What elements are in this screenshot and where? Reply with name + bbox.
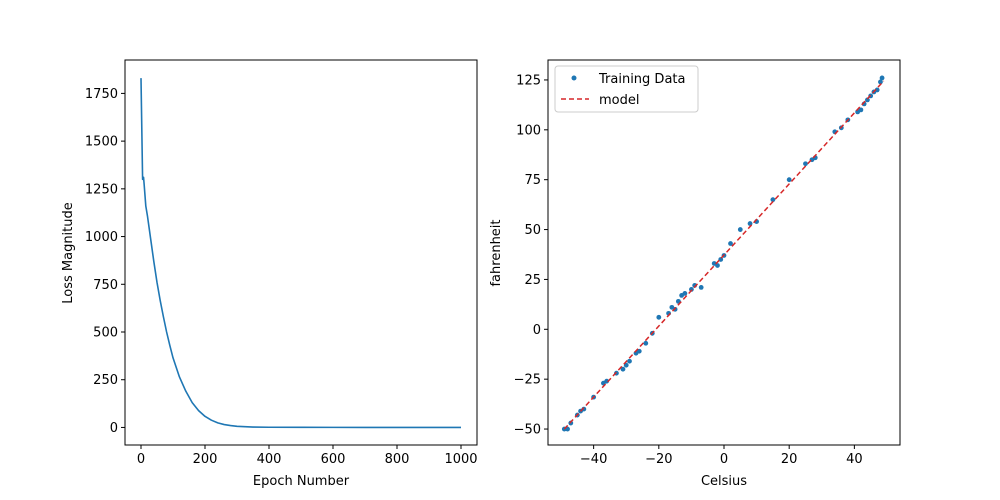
loss-x-tick-label: 0 <box>137 452 145 467</box>
training-data-point <box>643 340 649 346</box>
loss-x-axis-label: Epoch Number <box>253 474 350 489</box>
temperature-x-tick-label: −40 <box>580 452 607 467</box>
temperature-y-tick-label: 125 <box>516 73 541 88</box>
loss-y-tick-label: 0 <box>110 421 118 436</box>
loss-plot-frame <box>124 59 478 446</box>
training-data-point <box>620 366 626 372</box>
legend-label-model: model <box>599 93 639 108</box>
loss-x-tick-label: 200 <box>193 452 218 467</box>
temperature-y-tick-label: 25 <box>524 273 541 288</box>
legend: Training Data model <box>554 65 699 113</box>
legend-box <box>554 65 699 113</box>
loss-x-axis: 0 200 400 600 800 1000 <box>137 445 478 467</box>
training-data-point <box>786 177 792 183</box>
training-data-point <box>879 75 885 81</box>
temperature-y-tick-label: −25 <box>514 373 541 388</box>
training-data-point <box>728 241 733 246</box>
loss-y-axis-label: Loss Magnitude <box>61 202 76 304</box>
training-data-point <box>803 161 808 167</box>
training-data-point <box>737 227 743 232</box>
training-data-point <box>770 197 776 203</box>
legend-marker-training-data <box>571 75 577 81</box>
loss-x-tick-label: 800 <box>385 452 410 467</box>
temperature-x-tick-label: −20 <box>645 452 672 467</box>
temperature-y-tick-label: 75 <box>524 173 541 188</box>
loss-y-tick-label: 1750 <box>85 87 118 102</box>
temperature-x-tick-label: 40 <box>846 452 863 467</box>
loss-y-axis: 0 250 500 750 1000 1250 1500 1750 <box>85 87 125 436</box>
temperature-y-tick-label: 0 <box>533 323 541 338</box>
loss-x-tick-label: 1000 <box>444 452 477 467</box>
training-data-point <box>682 290 688 296</box>
training-data-point <box>568 420 574 426</box>
loss-x-tick-label: 600 <box>321 452 346 467</box>
temperature-x-tick-label: 0 <box>720 452 728 467</box>
training-data-point <box>627 358 632 364</box>
temperature-y-axis: −50 −25 0 25 50 75 100 125 <box>514 73 548 438</box>
temperature-y-tick-label: 100 <box>516 123 541 138</box>
training-data-point <box>865 97 870 103</box>
loss-y-tick-label: 1250 <box>85 182 118 197</box>
training-data-point <box>858 107 864 113</box>
loss-y-tick-label: 250 <box>93 373 118 388</box>
temperature-x-tick-label: 20 <box>781 452 798 467</box>
temperature-x-axis-label: Celsius <box>701 474 747 489</box>
training-data-point <box>581 406 587 412</box>
loss-series-group <box>140 78 461 429</box>
training-data-point <box>874 87 880 93</box>
training-data-point <box>656 314 662 320</box>
loss-y-tick-label: 1000 <box>85 230 118 245</box>
training-data-point <box>689 287 694 292</box>
training-data-point <box>636 348 642 354</box>
temperature-series-group <box>561 75 885 432</box>
training-data-point <box>698 285 704 290</box>
temperature-y-tick-label: 50 <box>524 223 541 238</box>
temperature-y-axis-label: fahrenheit <box>489 219 504 286</box>
loss-line <box>140 78 461 429</box>
temperature-x-axis: −40 −20 0 20 40 <box>580 445 863 467</box>
loss-chart: 0 200 400 600 800 1000 0 250 500 750 1000 1250 1500… <box>61 59 478 489</box>
training-data-point <box>878 79 883 85</box>
temperature-y-tick-label: −50 <box>514 423 541 438</box>
loss-x-tick-label: 400 <box>257 452 282 467</box>
legend-label-training-data: Training Data <box>598 72 685 87</box>
loss-y-tick-label: 750 <box>93 278 118 293</box>
loss-y-tick-label: 500 <box>93 326 118 341</box>
training-data-point <box>604 378 610 384</box>
training-data-point <box>623 362 629 368</box>
model-line <box>563 80 885 430</box>
loss-y-tick-label: 1500 <box>85 135 118 150</box>
